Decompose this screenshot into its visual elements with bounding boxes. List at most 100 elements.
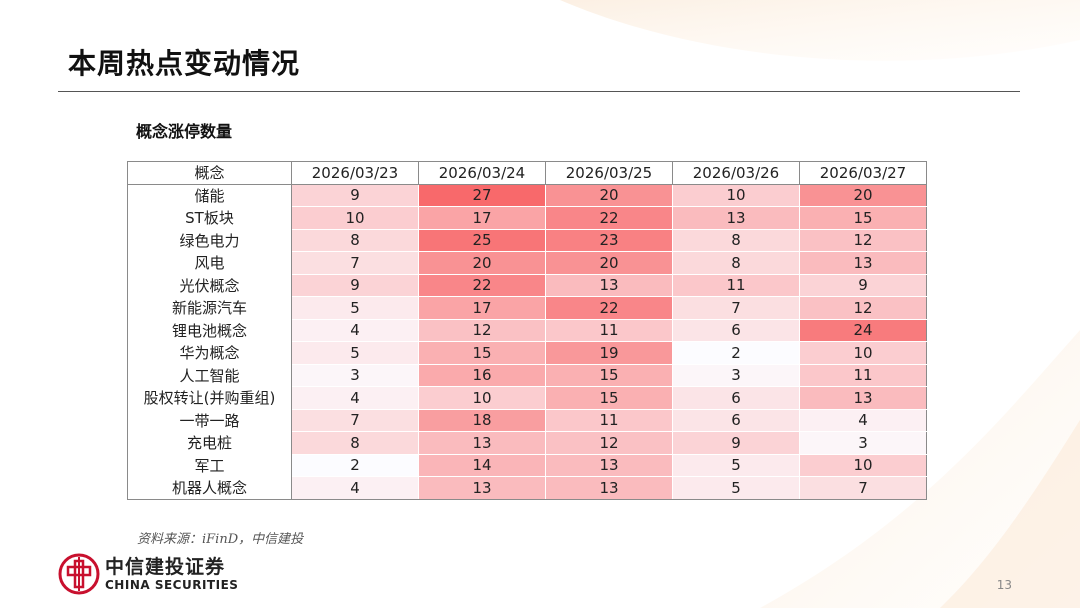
date-header: 2026/03/26 [672, 161, 800, 185]
heat-cell: 3 [799, 431, 927, 455]
table-row: 股权转让(并购重组) 4 10 15 6 13 [127, 386, 927, 410]
table-body: 储能 9 27 20 10 20 ST板块 10 17 22 13 15 绿色电力 8 25 23 8 12 风电 7… [127, 183, 927, 500]
row-label: 锂电池概念 [127, 319, 292, 342]
heat-cell: 9 [291, 273, 419, 297]
page-title: 本周热点变动情况 [68, 47, 301, 80]
heat-cell: 5 [291, 296, 419, 320]
row-label: 华为概念 [127, 341, 292, 364]
heat-cell: 8 [291, 228, 419, 252]
heat-cell: 8 [672, 251, 800, 275]
heat-cell: 3 [291, 363, 419, 387]
heat-cell: 15 [418, 341, 546, 365]
heat-cell: 20 [799, 183, 927, 207]
heat-cell: 10 [291, 206, 419, 230]
heat-cell: 11 [672, 273, 800, 297]
row-label: 军工 [127, 454, 292, 477]
date-header: 2026/03/27 [799, 161, 927, 185]
heat-cell: 24 [799, 318, 927, 342]
heat-cell: 15 [545, 386, 673, 410]
row-label: 绿色电力 [127, 229, 292, 252]
heat-cell: 11 [545, 318, 673, 342]
heat-cell: 2 [672, 341, 800, 365]
citic-emblem-icon [58, 553, 100, 595]
page-number: 13 [996, 578, 1012, 592]
row-label: 机器人概念 [127, 476, 292, 500]
table-subtitle: 概念涨停数量 [136, 122, 233, 141]
heat-cell: 12 [799, 296, 927, 320]
heat-cell: 13 [545, 453, 673, 477]
logo-text-cn: 中信建投证券 [105, 556, 226, 578]
row-label: 储能 [127, 184, 292, 207]
heat-cell: 15 [799, 206, 927, 230]
heat-cell: 18 [418, 408, 546, 432]
date-header: 2026/03/25 [545, 161, 673, 185]
heat-cell: 11 [545, 408, 673, 432]
heat-cell: 8 [291, 431, 419, 455]
heat-cell: 22 [545, 206, 673, 230]
heat-cell: 3 [672, 363, 800, 387]
table-row: 机器人概念 4 13 13 5 7 [127, 476, 927, 500]
heat-cell: 20 [418, 251, 546, 275]
header-row: 概念 2026/03/23 2026/03/24 2026/03/25 2026… [127, 161, 927, 185]
heat-cell: 13 [418, 431, 546, 455]
heat-cell: 13 [799, 386, 927, 410]
heat-cell: 12 [799, 228, 927, 252]
heatmap-table: 概念 2026/03/23 2026/03/24 2026/03/25 2026… [127, 161, 927, 500]
heat-cell: 5 [672, 453, 800, 477]
date-header: 2026/03/24 [418, 161, 546, 185]
heat-cell: 13 [799, 251, 927, 275]
row-label: 新能源汽车 [127, 296, 292, 319]
table-row: 绿色电力 8 25 23 8 12 [127, 228, 927, 252]
heat-cell: 8 [672, 228, 800, 252]
heat-cell: 15 [545, 363, 673, 387]
table-row: 充电桩 8 13 12 9 3 [127, 431, 927, 455]
heat-cell: 4 [291, 386, 419, 410]
row-label: 充电桩 [127, 431, 292, 454]
table-row: 储能 9 27 20 10 20 [127, 183, 927, 207]
row-label: 一带一路 [127, 409, 292, 432]
heat-cell: 13 [672, 206, 800, 230]
heat-cell: 6 [672, 408, 800, 432]
heat-cell: 5 [291, 341, 419, 365]
heat-cell: 23 [545, 228, 673, 252]
heat-cell: 6 [672, 386, 800, 410]
heat-cell: 22 [418, 273, 546, 297]
row-label: ST板块 [127, 206, 292, 229]
heat-cell: 9 [291, 183, 419, 207]
logo-text-en: CHINA SECURITIES [105, 578, 239, 592]
heat-cell: 27 [418, 183, 546, 207]
heat-cell: 2 [291, 453, 419, 477]
heat-cell: 9 [672, 431, 800, 455]
row-label: 人工智能 [127, 364, 292, 387]
heat-cell: 12 [418, 318, 546, 342]
table-row: ST板块 10 17 22 13 15 [127, 206, 927, 230]
heat-cell: 10 [799, 453, 927, 477]
heat-cell: 4 [291, 476, 419, 500]
heat-cell: 12 [545, 431, 673, 455]
heat-cell: 20 [545, 183, 673, 207]
heat-cell: 25 [418, 228, 546, 252]
heat-cell: 17 [418, 296, 546, 320]
heat-cell: 14 [418, 453, 546, 477]
table-row: 华为概念 5 15 19 2 10 [127, 341, 927, 365]
row-label: 光伏概念 [127, 274, 292, 297]
table-row: 人工智能 3 16 15 3 11 [127, 363, 927, 387]
heat-cell: 10 [672, 183, 800, 207]
heat-cell: 19 [545, 341, 673, 365]
row-label: 股权转让(并购重组) [127, 386, 292, 409]
source-note: 资料来源：iFinD，中信建投 [137, 532, 304, 547]
heat-cell: 20 [545, 251, 673, 275]
heat-cell: 22 [545, 296, 673, 320]
table-row: 军工 2 14 13 5 10 [127, 453, 927, 477]
heat-cell: 7 [672, 296, 800, 320]
heat-cell: 17 [418, 206, 546, 230]
heat-cell: 9 [799, 273, 927, 297]
heat-cell: 4 [799, 408, 927, 432]
heat-cell: 16 [418, 363, 546, 387]
date-header: 2026/03/23 [291, 161, 419, 185]
table-row: 光伏概念 9 22 13 11 9 [127, 273, 927, 297]
corner-header: 概念 [127, 161, 292, 185]
heat-cell: 5 [672, 476, 800, 500]
heat-cell: 13 [545, 476, 673, 500]
heat-cell: 13 [418, 476, 546, 500]
